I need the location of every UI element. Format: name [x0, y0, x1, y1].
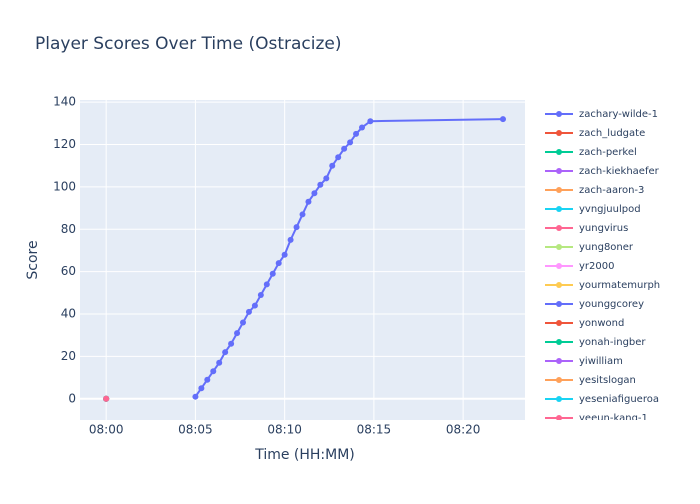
legend-marker	[556, 377, 562, 383]
legend-marker	[556, 187, 562, 193]
legend-label: yung8oner	[579, 242, 634, 253]
legend-marker	[556, 149, 562, 155]
data-point	[335, 154, 342, 161]
legend-marker	[556, 111, 562, 117]
data-point	[281, 251, 288, 258]
legend-marker	[556, 320, 562, 326]
x-tick-label: 08:15	[357, 423, 392, 437]
data-point	[275, 260, 282, 267]
legend-marker	[556, 358, 562, 364]
chart-title: Player Scores Over Time (Ostracize)	[35, 34, 342, 54]
y-tick-label: 120	[53, 137, 76, 151]
legend-label: yeseniafigueroa	[579, 394, 659, 405]
legend-label: yonwond	[579, 318, 624, 329]
legend-marker	[556, 244, 562, 250]
legend-label: yonah-ingber	[579, 337, 646, 348]
y-axis-title: Score	[25, 240, 41, 279]
data-point	[299, 211, 306, 218]
y-tick-label: 20	[61, 349, 76, 363]
plot	[103, 116, 506, 402]
data-point	[103, 395, 110, 402]
data-point	[341, 145, 348, 152]
data-point	[269, 270, 276, 277]
data-point	[317, 181, 324, 188]
legend-marker	[556, 339, 562, 345]
legend-label: yourmatemurph	[579, 280, 660, 291]
data-point	[240, 319, 247, 326]
legend-label: younggcorey	[579, 299, 644, 310]
y-tick-label: 80	[61, 222, 76, 236]
data-point	[358, 124, 365, 131]
y-tick-label: 0	[68, 391, 76, 405]
legend-marker	[556, 301, 562, 307]
legend-label: yungvirus	[579, 223, 628, 234]
data-point	[204, 376, 211, 383]
legend-label: yr2000	[579, 261, 614, 272]
data-point	[323, 175, 330, 182]
data-point	[192, 393, 199, 400]
legend-label: yesitslogan	[579, 375, 636, 386]
legend-label: zach-perkel	[579, 147, 637, 158]
legend: zachary-wilde-1 zach_ludgate zach-perkel za…	[545, 109, 660, 424]
data-point	[311, 190, 318, 197]
legend-marker	[556, 263, 562, 269]
y-tick-label: 100	[53, 179, 76, 193]
data-point	[367, 118, 374, 125]
grid	[80, 100, 525, 420]
data-point	[329, 162, 336, 169]
x-tick-label: 08:05	[178, 423, 213, 437]
legend-label: zach-kiekhaefer	[579, 166, 660, 177]
x-tick-label: 08:20	[446, 423, 481, 437]
legend-marker	[556, 168, 562, 174]
y-tick-label: 40	[61, 307, 76, 321]
legend-label: yvngjuulpod	[579, 204, 641, 215]
data-point	[210, 368, 217, 375]
data-point	[228, 340, 235, 347]
x-axis-title: Time (HH:MM)	[254, 447, 355, 463]
legend-label: zach_ludgate	[579, 128, 645, 139]
data-point	[222, 349, 229, 356]
legend-marker	[556, 396, 562, 402]
legend-label: yiwilliam	[579, 356, 623, 367]
data-point	[293, 224, 300, 231]
data-point	[347, 139, 354, 146]
legend-marker	[556, 130, 562, 136]
y-tick-label: 140	[53, 95, 76, 109]
legend-marker	[556, 225, 562, 231]
y-tick-label: 60	[61, 264, 76, 278]
data-point	[305, 198, 312, 205]
x-tick-label: 08:00	[89, 423, 124, 437]
data-point	[353, 130, 360, 137]
data-point	[257, 291, 264, 298]
data-point	[245, 308, 252, 315]
data-point	[263, 281, 270, 288]
legend-label: zach-aaron-3	[579, 185, 644, 196]
data-point	[287, 236, 294, 243]
data-point	[198, 385, 205, 392]
plot-area	[80, 100, 525, 420]
legend-marker	[556, 206, 562, 212]
data-point	[499, 116, 506, 123]
legend-label: yeeun-kang-1	[579, 413, 648, 424]
x-tick-label: 08:10	[267, 423, 302, 437]
data-point	[234, 330, 241, 337]
legend-marker	[556, 415, 562, 420]
data-point	[216, 359, 223, 366]
legend-label: zachary-wilde-1	[579, 109, 658, 120]
legend-marker	[556, 282, 562, 288]
data-point	[251, 302, 258, 309]
